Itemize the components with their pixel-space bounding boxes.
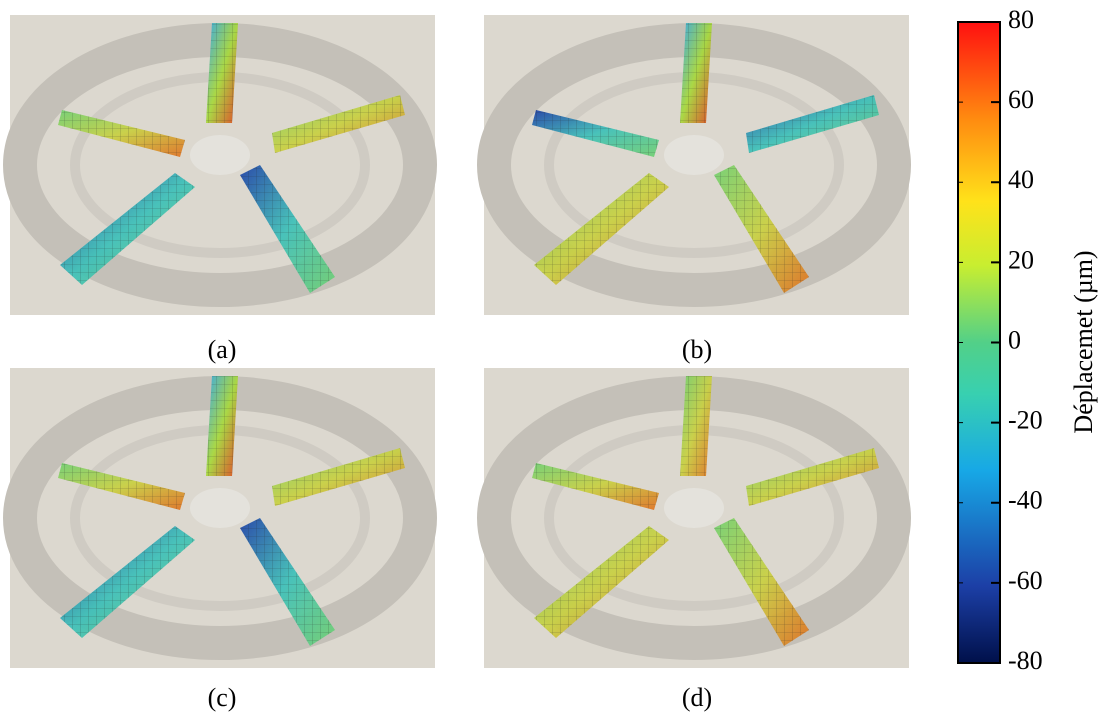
panel-image [3,368,437,668]
hub [664,135,724,175]
panels [3,15,911,668]
mesh-overlay [58,110,185,157]
colorbar-tick-label: 40 [1008,165,1034,194]
colorbar-tick-label: 60 [1008,85,1034,114]
mesh-overlay [746,95,879,153]
colorbar-label: Déplacemet (µm) [1069,250,1098,433]
hub [664,488,724,528]
mesh-overlay [206,376,238,476]
colorbar-tick-label: 80 [1008,5,1034,34]
mesh-overlay [60,173,195,285]
colorbar-tick-label: -60 [1008,566,1043,595]
panel-image [477,15,911,315]
colorbar-tick-label: -40 [1008,486,1043,515]
panel-label: (b) [682,335,712,364]
mesh-overlay [532,110,659,157]
mesh-overlay [272,95,405,153]
panel-label: (c) [208,683,237,712]
mesh-overlay [680,23,712,123]
mesh-overlay [680,376,712,476]
mesh-overlay [714,165,809,293]
mesh-overlay [240,165,335,293]
panel-image [477,368,911,668]
mesh-overlay [746,448,879,506]
mesh-overlay [240,518,335,646]
panel-label: (d) [682,683,712,712]
colorbar-tick-label: -80 [1008,646,1043,675]
mesh-overlay [714,518,809,646]
mesh-overlay [534,526,669,638]
hub [190,135,250,175]
mesh-overlay [272,448,405,506]
colorbar-tick-label: 20 [1008,245,1034,274]
mesh-overlay [58,463,185,510]
panel-image [3,15,437,315]
mesh-overlay [60,526,195,638]
mesh-overlay [532,463,659,510]
mesh-overlay [206,23,238,123]
colorbar-tick-label: -20 [1008,406,1043,435]
mesh-overlay [534,173,669,285]
hub [190,488,250,528]
panel-label: (a) [208,335,237,364]
colorbar-tick-label: 0 [1008,325,1021,354]
